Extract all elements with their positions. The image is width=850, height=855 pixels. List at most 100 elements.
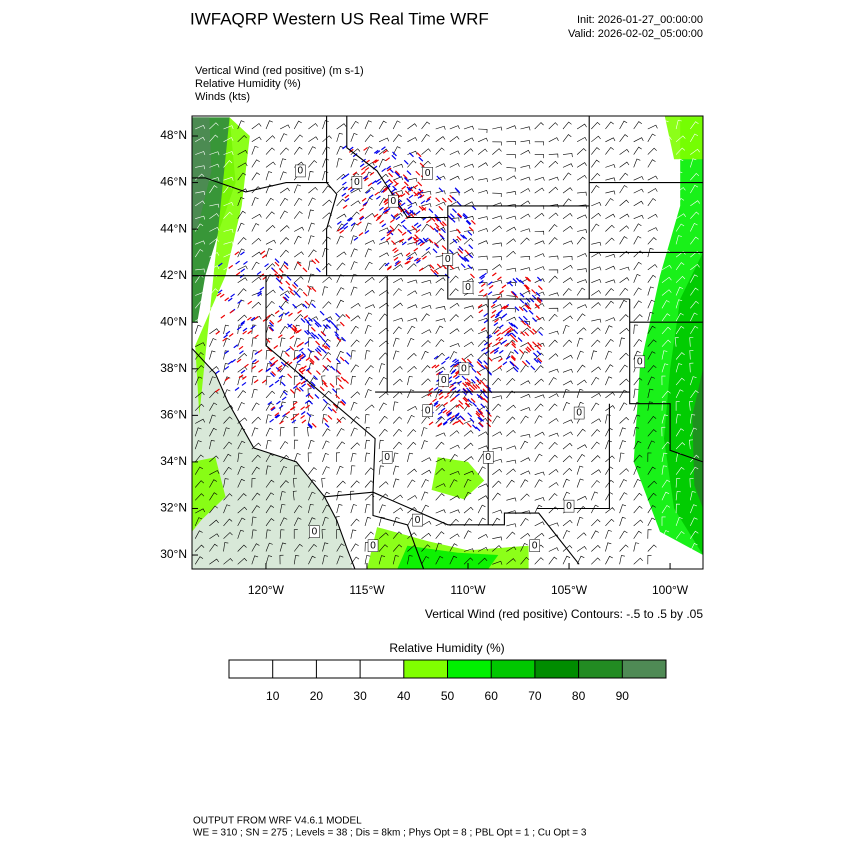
wind-barb: [661, 300, 670, 309]
wind-barb: [591, 212, 601, 219]
wind-barb: [209, 427, 217, 437]
vertical-wind-contour: [388, 172, 394, 178]
vertical-wind-contour: [269, 322, 274, 327]
wind-barb: [562, 212, 573, 219]
wind-barb: [336, 324, 341, 334]
wind-barb: [421, 313, 430, 322]
vertical-wind-contour: [276, 400, 281, 405]
vertical-wind-contour: [385, 157, 391, 162]
wind-barb: [322, 402, 331, 411]
wind-barb: [605, 265, 616, 271]
wind-barb: [633, 377, 643, 386]
wind-barb: [195, 418, 206, 424]
vertical-wind-contour: [257, 290, 262, 295]
wind-barb: [251, 454, 261, 463]
x-tick-label: 120°W: [248, 583, 285, 597]
wind-barb: [548, 353, 559, 360]
vertical-wind-contour: [519, 279, 525, 285]
vertical-wind-contour: [483, 312, 489, 317]
vertical-wind-contour: [220, 314, 226, 319]
wind-barb: [520, 351, 529, 360]
contour-label-box: [309, 525, 320, 539]
wind-barb: [209, 305, 220, 310]
wind-barb: [293, 197, 303, 207]
wind-barb: [492, 242, 503, 247]
wind-barb: [392, 465, 400, 475]
vertical-wind-contour: [461, 357, 467, 363]
wind-barb: [237, 210, 246, 219]
vertical-wind-contour: [464, 396, 470, 402]
vertical-wind-contour: [373, 149, 379, 154]
vertical-wind-contour: [297, 329, 302, 333]
wind-barb: [661, 313, 671, 322]
wind-barb: [209, 338, 217, 347]
vertical-wind-contour: [382, 209, 388, 214]
wind-barb: [548, 255, 559, 260]
wind-barb: [633, 454, 643, 463]
wind-barb: [534, 316, 545, 322]
vertical-wind-contour: [414, 257, 419, 262]
vertical-wind-contour: [260, 250, 266, 255]
wind-barb: [633, 478, 641, 488]
wind-barb: [449, 444, 460, 450]
vertical-wind-contour: [364, 177, 369, 182]
wind-barb: [279, 542, 287, 552]
wind-barb: [506, 459, 517, 464]
wind-barb: [407, 325, 416, 335]
wind-barb: [237, 188, 248, 194]
wind-barb: [605, 177, 616, 182]
vertical-wind-contour: [300, 318, 306, 323]
wind-barb: [591, 530, 599, 539]
contour-label-box: [573, 406, 585, 420]
colorbar: 10 20 30 40 50 60 70 80 90: [228, 659, 667, 703]
wind-barb: [690, 555, 697, 565]
vertical-wind-contour: [257, 292, 262, 297]
vertical-wind-contour: [269, 372, 275, 378]
wind-barb: [463, 176, 474, 181]
wind-barb: [661, 236, 670, 245]
wind-barb: [690, 236, 699, 245]
wind-barb: [350, 480, 360, 488]
vertical-wind-contour: [383, 186, 389, 191]
wind-barb: [647, 429, 657, 437]
vertical-wind-contour: [240, 369, 246, 374]
wind-barb: [605, 279, 616, 284]
wind-barb: [506, 167, 516, 172]
vertical-wind-contour: [481, 327, 486, 332]
wind-barb: [605, 455, 615, 463]
wind-barb: [307, 452, 312, 462]
wind-barb: [506, 238, 516, 245]
wind-barb: [265, 248, 273, 258]
wind-barb: [251, 529, 257, 539]
wind-barb: [548, 393, 559, 399]
wind-barb: [237, 466, 245, 475]
x-tick-label: 115°W: [349, 583, 385, 597]
vertical-wind-contour: [384, 262, 390, 267]
wind-barb: [265, 427, 274, 437]
wind-barb: [633, 492, 643, 501]
wind-barb: [605, 338, 614, 347]
vertical-wind-contour: [438, 395, 444, 400]
vertical-wind-contour: [393, 256, 399, 261]
vertical-wind-contour: [436, 371, 441, 376]
wind-barb: [492, 446, 503, 451]
wind-barb: [619, 266, 630, 271]
wind-barb: [293, 543, 303, 552]
wind-barb: [350, 248, 358, 258]
wind-barb: [576, 478, 584, 488]
wind-barb: [591, 376, 600, 386]
vertical-wind-contour: [451, 386, 457, 391]
contour-note: Vertical Wind (red positive) Contours: -…: [425, 607, 703, 621]
vertical-wind-contour: [466, 219, 472, 225]
vertical-wind-contour: [315, 370, 321, 376]
wind-barb: [520, 532, 531, 539]
wind-barb: [534, 122, 544, 130]
wind-barb: [449, 555, 458, 565]
y-tick-label: 36°N: [160, 408, 187, 422]
wind-barb: [293, 427, 298, 437]
wind-barb: [647, 325, 656, 335]
wind-barb: [293, 146, 303, 155]
wind-barb: [435, 306, 446, 310]
wind-barb: [675, 213, 686, 219]
wind-barb: [223, 151, 234, 155]
